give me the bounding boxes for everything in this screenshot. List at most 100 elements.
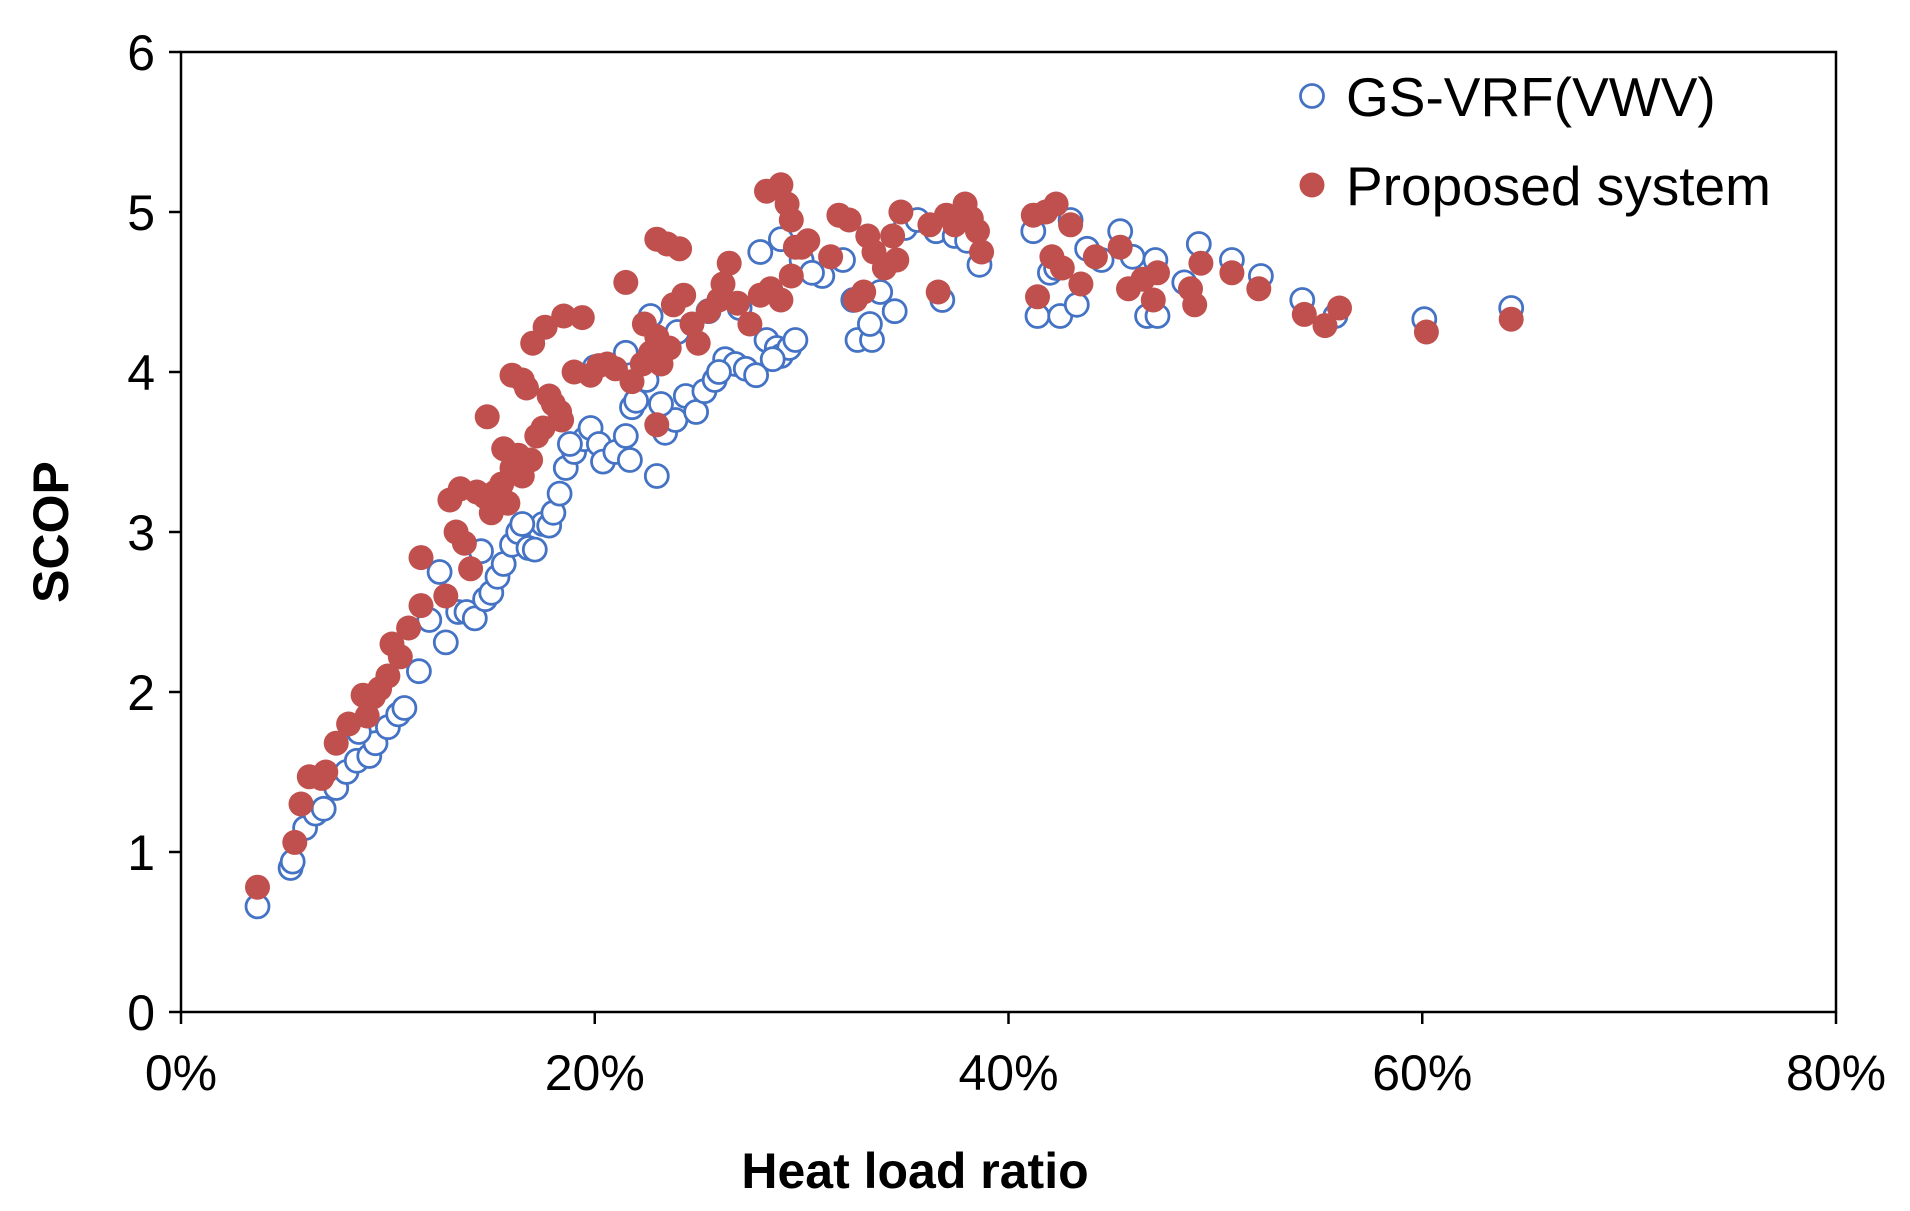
point-proposed-system [969,239,995,265]
point-proposed-system [818,244,844,270]
point-proposed-system [851,279,877,305]
point-gs-vrf-vwv [881,298,908,325]
point-gs-vrf-vwv [546,480,573,507]
series-layer [244,172,1525,920]
point-gs-vrf-vwv [706,359,732,385]
point-proposed-system [408,593,434,619]
point-gs-vrf-vwv [612,423,639,449]
point-proposed-system [313,759,339,785]
y-tick-label: 3 [127,505,155,561]
legend-marker-proposed-system [1299,172,1325,198]
point-proposed-system [631,311,657,337]
point-proposed-system [884,247,910,273]
point-proposed-system [1219,260,1245,286]
point-proposed-system [458,556,484,582]
point-proposed-system [1107,234,1133,260]
point-proposed-system [1082,244,1108,270]
point-proposed-system [408,545,434,571]
point-gs-vrf-vwv [648,391,674,417]
point-gs-vrf-vwv [509,511,536,537]
point-proposed-system [1140,287,1166,313]
point-proposed-system [917,212,943,238]
point-proposed-system [1058,212,1084,238]
point-proposed-system [532,314,558,340]
point-proposed-system [1188,250,1214,276]
point-proposed-system [880,223,906,249]
point-proposed-system [725,290,750,316]
point-proposed-system [1312,313,1338,339]
point-proposed-system [789,234,815,260]
point-proposed-system [656,335,682,361]
point-gs-vrf-vwv [426,559,453,585]
point-gs-vrf-vwv [521,536,548,563]
x-tick-label: 60% [1372,1045,1472,1101]
point-proposed-system [778,263,804,289]
point-proposed-system [888,199,914,225]
point-proposed-system [491,436,517,462]
point-proposed-system [710,271,736,297]
y-axis-ticks: 0 1 2 3 4 5 6 [127,25,181,1041]
point-proposed-system [551,303,577,329]
point-gs-vrf-vwv [799,259,825,286]
point-proposed-system [1068,271,1094,297]
point-proposed-system [375,663,401,689]
x-axis-ticks: 0% 20% 40% 60% 80% [145,1012,1886,1101]
legend-label-gs-vrf-vwv: GS-VRF(VWV) [1346,66,1716,128]
point-proposed-system [549,407,575,433]
point-proposed-system [778,207,804,233]
point-gs-vrf-vwv [405,658,432,685]
point-proposed-system [443,519,469,545]
point-gs-vrf-vwv [747,239,774,265]
point-proposed-system [1039,244,1065,270]
point-proposed-system [282,829,308,855]
point-proposed-system [561,359,587,385]
point-proposed-system [1043,191,1069,217]
point-proposed-system [354,703,380,729]
point-proposed-system [288,791,314,817]
point-gs-vrf-vwv [432,629,459,656]
point-proposed-system [518,447,544,473]
point-proposed-system [569,305,595,331]
point-proposed-system [716,250,742,276]
point-proposed-system [644,412,670,438]
point-proposed-system [1246,276,1272,302]
point-proposed-system [1025,284,1050,310]
point-proposed-system [768,172,794,198]
point-proposed-system [685,330,711,356]
x-axis-title: Heat load ratio [741,1143,1088,1199]
point-gs-vrf-vwv [310,795,337,822]
y-tick-label: 6 [127,25,155,81]
series-proposed-system [245,172,1524,900]
point-proposed-system [1145,260,1170,286]
point-proposed-system [855,223,881,249]
point-proposed-system [671,282,697,308]
point-gs-vrf-vwv [617,447,643,473]
y-tick-label: 1 [127,825,155,881]
point-proposed-system [925,279,951,305]
point-proposed-system [613,269,639,295]
point-gs-vrf-vwv [782,327,809,353]
point-proposed-system [474,404,500,430]
point-proposed-system [737,311,763,337]
y-tick-label: 4 [127,345,155,401]
x-tick-label: 40% [958,1045,1058,1101]
point-proposed-system [433,583,459,609]
x-tick-label: 20% [545,1045,645,1101]
y-tick-label: 2 [127,665,155,721]
point-proposed-system [667,236,693,262]
point-proposed-system [509,367,535,393]
point-proposed-system [1413,319,1439,345]
point-proposed-system [1182,292,1208,318]
point-proposed-system [495,490,521,516]
point-proposed-system [1327,295,1352,321]
point-proposed-system [245,874,270,900]
point-gs-vrf-vwv [643,463,670,489]
legend-marker-gs-vrf-vwv [1299,83,1325,109]
point-gs-vrf-vwv [557,431,583,457]
legend-label-proposed-system: Proposed system [1346,155,1771,217]
point-proposed-system [387,644,413,670]
point-proposed-system [396,615,422,641]
point-proposed-system [836,207,862,233]
point-proposed-system [1291,301,1317,327]
